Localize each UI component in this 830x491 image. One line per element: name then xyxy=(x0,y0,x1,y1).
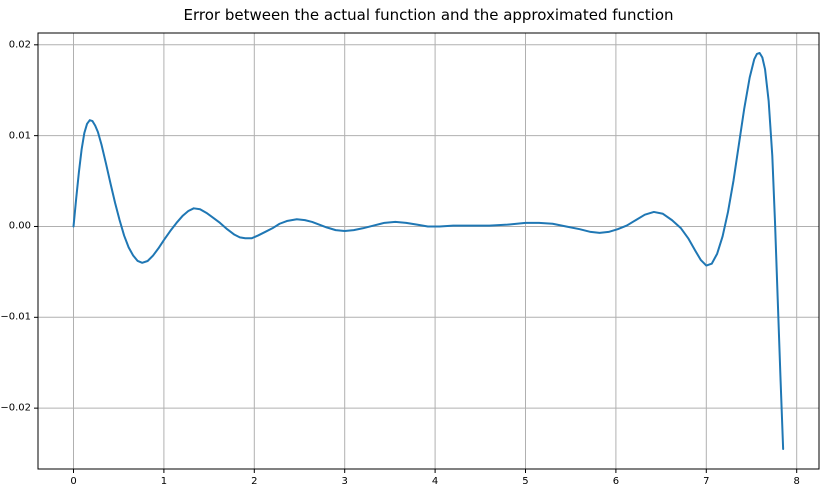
x-tick-label: 7 xyxy=(703,476,710,487)
x-tick-label: 5 xyxy=(522,476,529,487)
x-tick-label: 6 xyxy=(612,476,620,487)
chart-title: Error between the actual function and th… xyxy=(183,6,674,24)
x-tick-label: 3 xyxy=(341,476,348,487)
error-curve xyxy=(72,51,785,451)
axes-border xyxy=(37,32,820,470)
y-tick-label: −0.01 xyxy=(0,311,31,323)
y-tick-label: 0.00 xyxy=(8,220,31,232)
y-tick-label: 0.02 xyxy=(8,39,31,51)
x-tick-label: 8 xyxy=(793,476,800,487)
y-tick-label: −0.02 xyxy=(0,402,31,414)
y-tick-label: 0.01 xyxy=(8,130,31,142)
x-tick-label: 1 xyxy=(160,476,168,487)
x-tick-label: 0 xyxy=(70,476,77,487)
x-tick-label: 4 xyxy=(431,476,439,487)
x-tick-label: 2 xyxy=(251,476,258,487)
